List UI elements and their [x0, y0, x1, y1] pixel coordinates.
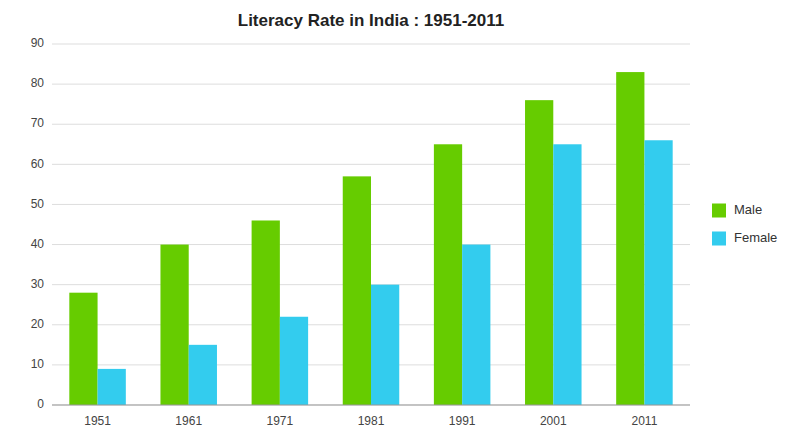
bar [280, 317, 308, 405]
x-tick-label: 1951 [84, 414, 111, 428]
bar [553, 144, 581, 405]
x-tick-label: 1991 [449, 414, 476, 428]
bar [644, 140, 672, 405]
legend: Male Female [712, 202, 777, 246]
bar [616, 72, 644, 405]
grid-line [52, 84, 690, 85]
legend-label: Male [734, 202, 762, 217]
grid-line [52, 405, 690, 406]
y-tick-label: 0 [37, 397, 44, 411]
chart-container: Literacy Rate in India : 1951-2011 0 10 20 3… [0, 0, 800, 445]
y-tick-label: 50 [31, 197, 45, 211]
bar-series [69, 72, 644, 405]
legend-swatch [712, 232, 726, 246]
bar [462, 245, 490, 405]
x-axis-line [52, 405, 690, 406]
bar [252, 220, 280, 405]
chart-title: Literacy Rate in India : 1951-2011 [238, 11, 504, 30]
y-tick-label: 60 [31, 157, 45, 171]
bar [371, 285, 399, 405]
bar [160, 245, 188, 405]
bar-series [98, 140, 673, 405]
y-tick-label: 80 [31, 76, 45, 90]
y-tick-label: 70 [31, 116, 45, 130]
y-axis: 0 10 20 30 40 50 60 70 80 90 [31, 36, 690, 411]
bar [525, 100, 553, 405]
x-tick-label: 2011 [632, 414, 658, 428]
legend-swatch [712, 204, 726, 218]
grid-line [52, 164, 690, 165]
bar [343, 176, 371, 405]
legend-label: Female [734, 230, 777, 245]
y-tick-label: 40 [31, 237, 45, 251]
grid-line [52, 44, 690, 45]
x-tick-label: 1981 [358, 414, 385, 428]
bar [434, 144, 462, 405]
bar [98, 369, 126, 405]
x-tick-label: 2001 [540, 414, 567, 428]
x-tick-label: 1961 [175, 414, 202, 428]
y-tick-label: 90 [31, 36, 45, 50]
x-axis: 1951 1961 1971 1981 1991 2001 2011 [52, 405, 690, 428]
bar [69, 293, 97, 405]
x-tick-label: 1971 [267, 414, 294, 428]
y-tick-label: 30 [31, 277, 45, 291]
chart-svg: Literacy Rate in India : 1951-2011 0 10 20 3… [0, 0, 800, 445]
y-tick-label: 10 [31, 357, 45, 371]
bar [189, 345, 217, 405]
y-tick-label: 20 [31, 317, 45, 331]
bars [69, 72, 672, 405]
grid-line [52, 124, 690, 125]
